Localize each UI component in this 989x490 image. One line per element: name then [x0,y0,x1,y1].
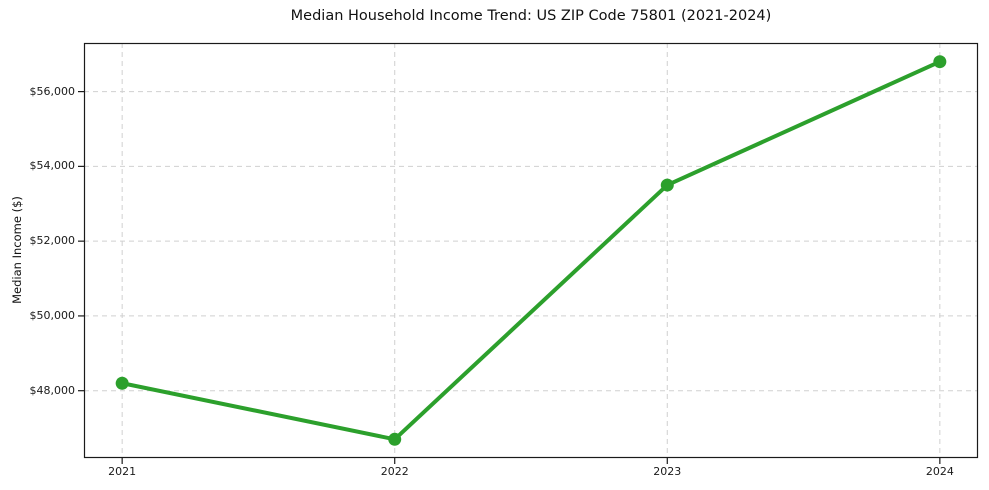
chart-title: Median Household Income Trend: US ZIP Co… [290,8,772,24]
plot-border [83,42,979,459]
y-axis-label: Median Income ($) [10,196,24,304]
data-point-2024 [933,55,947,69]
y-tick-label: $50,000 [29,308,76,322]
data-point-2022 [388,432,402,446]
x-tick-label: 2024 [925,465,954,478]
x-tick-label: 2021 [108,465,137,478]
y-tick-label: $52,000 [29,234,76,248]
data-point-2023 [660,178,674,192]
trend-line [120,59,942,442]
x-tick-label: 2023 [653,465,682,478]
y-tick-label: $54,000 [29,159,76,173]
plot-area [78,42,979,464]
y-tick-label: $48,000 [29,383,76,397]
x-tick-label: 2022 [380,465,409,478]
data-point-2021 [115,376,129,390]
y-tick-label: $56,000 [29,84,76,98]
